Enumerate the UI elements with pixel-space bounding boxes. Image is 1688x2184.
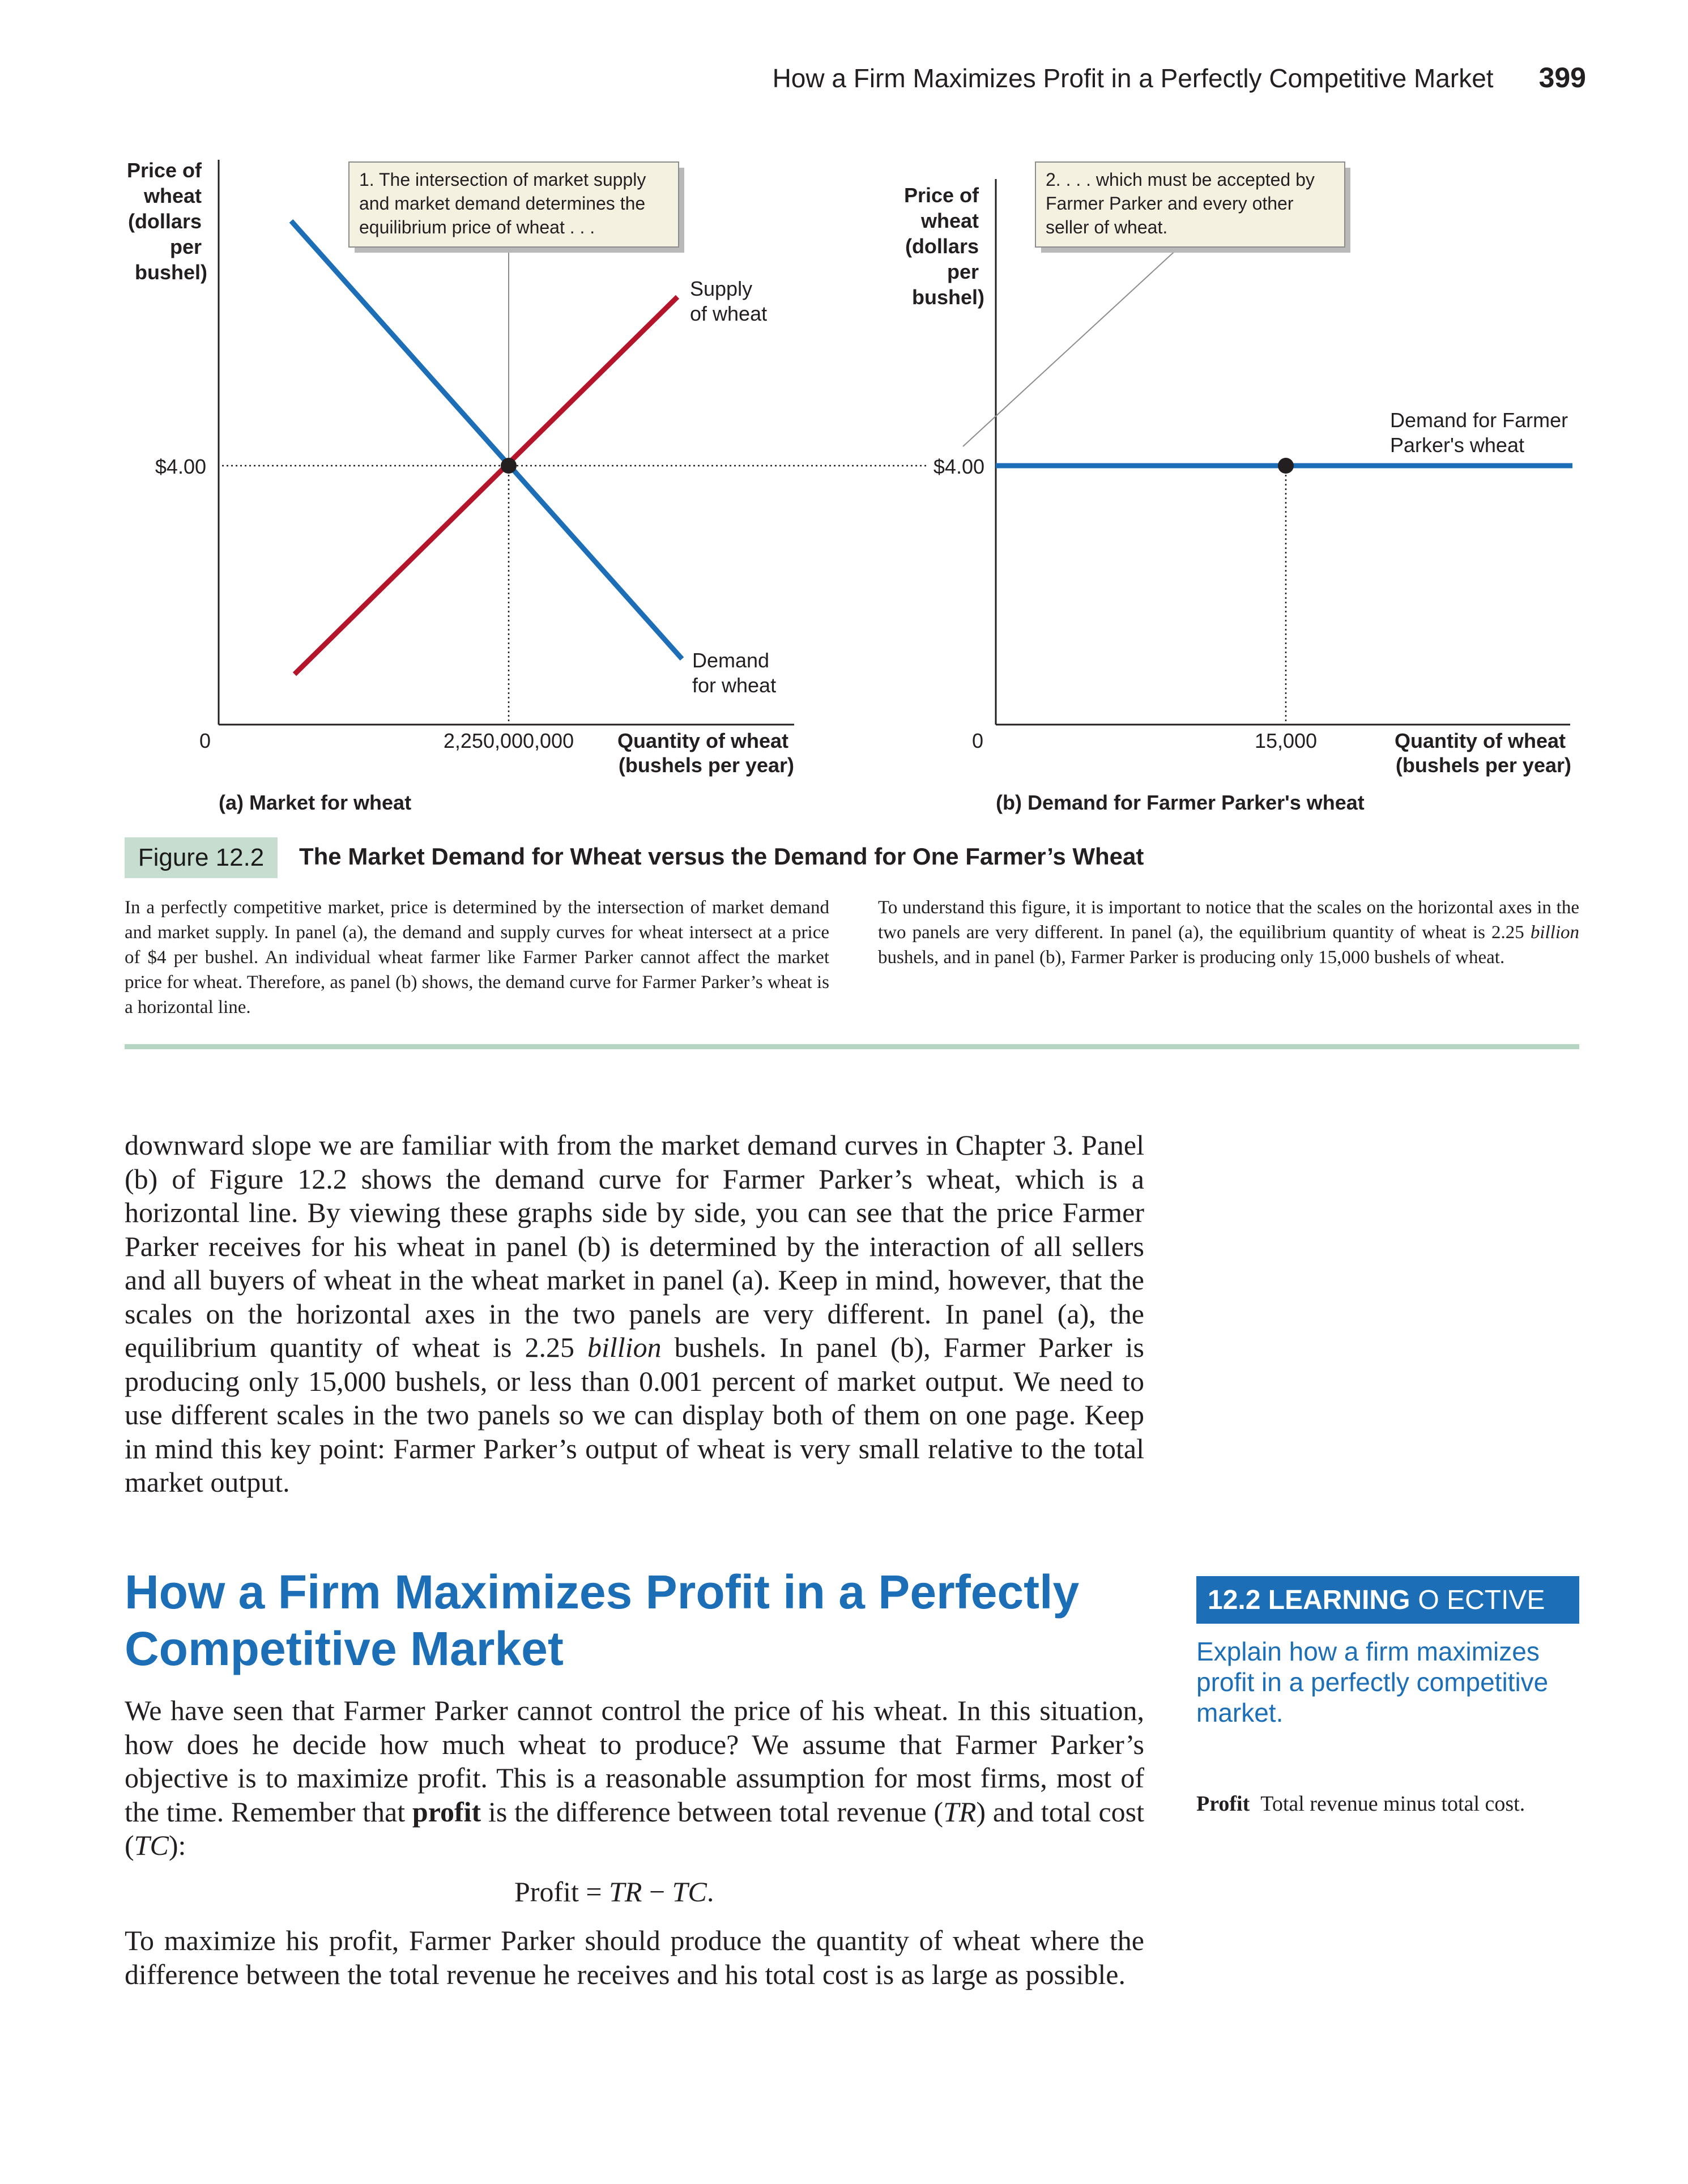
panel-b-callout-text: 2. . . . which must be accepted by Farme… [1046, 169, 1320, 237]
learning-objective-number: 12.2 LEARNING [1208, 1585, 1410, 1615]
panel-b-caption: (b) Demand for Farmer Parker's wheat [996, 791, 1365, 814]
panel-b-chart: Price of wheat (dollars per bushel) Dema… [904, 161, 1574, 814]
panel-a-equilibrium-point [501, 458, 517, 474]
figure-description-left: In a perfectly competitive market, price… [125, 897, 829, 1018]
body-paragraph-3: To maximize his profit, Farmer Parker sh… [125, 1925, 1144, 1990]
panel-b-origin: 0 [972, 729, 983, 752]
body-paragraph-2: We have seen that Farmer Parker cannot c… [125, 1695, 1144, 1861]
panel-b-demand-label: Demand for Farmer Parker's wheat [1390, 408, 1574, 457]
panel-b-callout-leader [962, 246, 1180, 447]
panel-b-callout: 2. . . . which must be accepted by Farme… [1035, 161, 1350, 253]
panel-b-quantity-tick: 15,000 [1255, 729, 1317, 752]
panel-b-x-axis-title: Quantity of wheat (bushels per year) [1395, 729, 1571, 777]
figure-title: The Market Demand for Wheat versus the D… [299, 843, 1144, 870]
panel-a-origin: 0 [199, 729, 211, 752]
panel-a-chart: Price of wheat (dollars per bushel) Supp… [127, 159, 929, 814]
panel-b-y-axis-title: Price of wheat (dollars per bushel) [904, 184, 984, 309]
profit-formula: Profit = TR − TC. [514, 1876, 714, 1908]
panel-a-x-axis-title: Quantity of wheat (bushels per year) [617, 729, 794, 777]
running-head: How a Firm Maximizes Profit in a Perfect… [0, 61, 1586, 94]
panel-a-y-axis-title: Price of wheat (dollars per bushel) [127, 159, 207, 284]
learning-objective-text: Explain how a firm maximizes profit in a… [1196, 1637, 1549, 1727]
panel-a-supply-curve [292, 295, 680, 676]
panel-a-quantity-tick: 2,250,000,000 [444, 729, 574, 752]
panel-a-callout-text: 1. The intersection of market supply and… [359, 169, 651, 237]
panel-a-demand-label: Demand for wheat [692, 649, 776, 697]
panel-a-supply-label: Supply of wheat [690, 277, 767, 325]
running-head-title: How a Firm Maximizes Profit in a Perfect… [772, 63, 1494, 93]
panel-b-point [1278, 458, 1294, 474]
learning-objective-badge: 12.2 LEARNING O ECTIVE [1196, 1576, 1579, 1624]
body-paragraph-1: downward slope we are familiar with from… [125, 1129, 1144, 1498]
learning-objective-label: O ECTIVE [1418, 1585, 1545, 1615]
panel-a-callout: 1. The intersection of market supply and… [348, 161, 684, 253]
section-heading: How a Firm Maximizes Profit in a Perfect… [125, 1565, 1080, 1675]
panel-a-demand-curve [289, 219, 684, 661]
page-number: 399 [1538, 62, 1586, 93]
panel-b-price-tick: $4.00 [933, 455, 984, 478]
definition-text: Total revenue minus total cost. [1260, 1792, 1525, 1816]
figure-divider [125, 1044, 1579, 1049]
panel-a-price-tick: $4.00 [155, 455, 206, 478]
key-term-profit: profit [412, 1795, 481, 1828]
figure-description-right: To understand this figure, it is importa… [878, 897, 1579, 968]
figure-12-2-charts: Price of wheat (dollars per bushel) Supp… [127, 159, 1574, 814]
figure-label: Figure 12.2 [125, 837, 278, 878]
margin-definition: Profit Total revenue minus total cost. [1196, 1791, 1593, 1816]
panel-a-caption: (a) Market for wheat [219, 791, 411, 814]
definition-term: Profit [1196, 1792, 1250, 1816]
